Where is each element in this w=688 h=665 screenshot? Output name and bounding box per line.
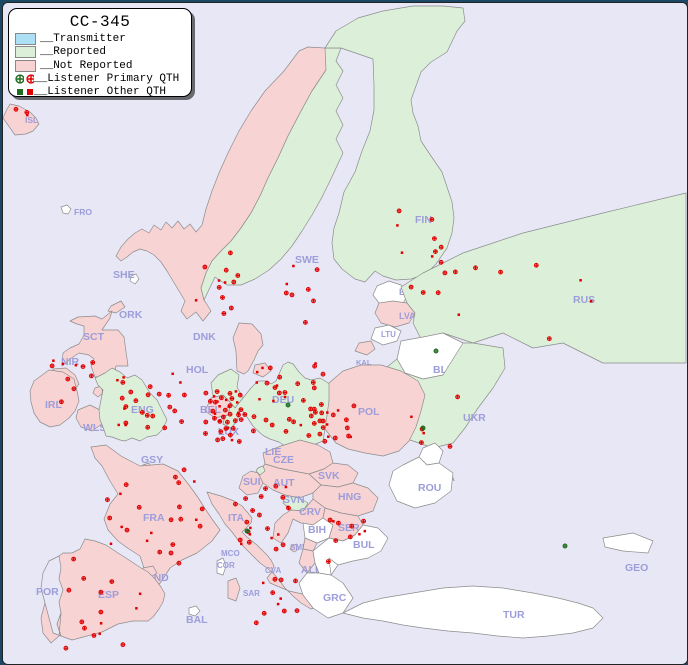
svg-text:SER: SER	[338, 522, 360, 534]
svg-text:SHE: SHE	[113, 269, 135, 281]
svg-text:LIE: LIE	[265, 446, 281, 458]
svg-text:DNK: DNK	[193, 331, 216, 343]
svg-text:FRA: FRA	[143, 512, 165, 524]
svg-text:AUT: AUT	[273, 477, 295, 489]
svg-text:ORK: ORK	[119, 309, 143, 321]
svg-text:ITA: ITA	[228, 512, 245, 524]
svg-text:BAL: BAL	[186, 614, 208, 626]
svg-text:BEL: BEL	[200, 404, 222, 416]
svg-text:FRO: FRO	[74, 207, 92, 217]
svg-text:POR: POR	[36, 586, 59, 598]
svg-text:SUI: SUI	[243, 476, 261, 488]
svg-text:GEO: GEO	[625, 562, 648, 574]
svg-text:DEU: DEU	[272, 394, 294, 406]
svg-text:UKR: UKR	[463, 412, 486, 424]
svg-text:HNG: HNG	[338, 491, 361, 503]
svg-text:BUL: BUL	[353, 539, 375, 551]
svg-text:LTU: LTU	[381, 330, 396, 339]
svg-text:TUR: TUR	[503, 609, 525, 621]
svg-text:MCO: MCO	[221, 549, 240, 558]
svg-text:ROU: ROU	[418, 482, 441, 494]
svg-text:ISL: ISL	[25, 115, 38, 125]
svg-text:HOL: HOL	[186, 364, 209, 376]
svg-text:COR: COR	[217, 561, 235, 570]
svg-text:POL: POL	[358, 406, 380, 418]
svg-text:SVK: SVK	[318, 470, 340, 482]
svg-text:CVA: CVA	[265, 566, 282, 575]
svg-text:SVN: SVN	[283, 494, 305, 506]
svg-text:FIN: FIN	[415, 214, 432, 226]
svg-text:BIH: BIH	[308, 524, 326, 536]
svg-text:GRC: GRC	[323, 592, 347, 604]
svg-text:SCT: SCT	[83, 331, 105, 343]
svg-text:SWE: SWE	[295, 254, 319, 266]
svg-text:CRV: CRV	[299, 506, 321, 518]
svg-text:SAR: SAR	[243, 589, 260, 598]
